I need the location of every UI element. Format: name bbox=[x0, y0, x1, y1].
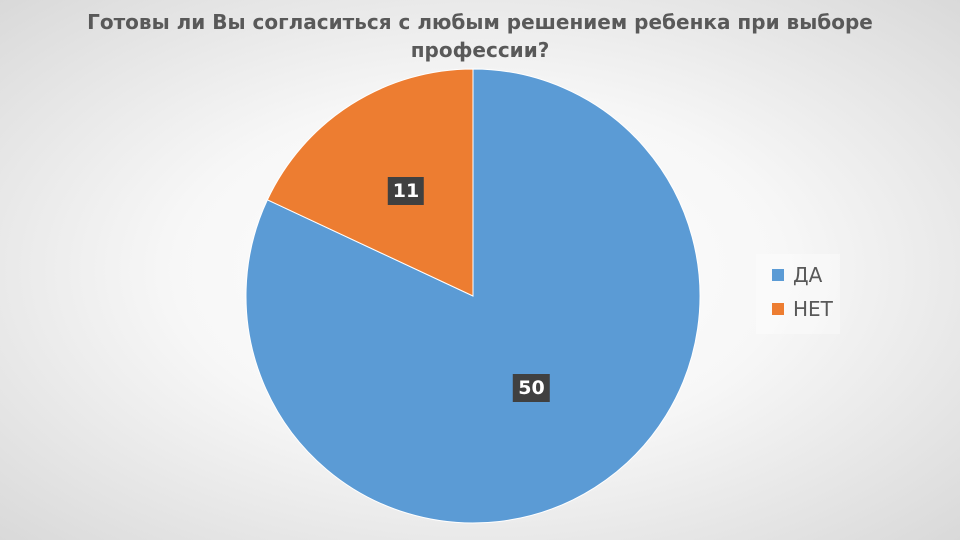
legend-label-net: НЕТ bbox=[793, 297, 833, 321]
pie-slice-net bbox=[266, 68, 474, 297]
chart-title: Готовы ли Вы согласиться с любым решение… bbox=[80, 8, 880, 64]
data-label-net: 11 bbox=[387, 176, 425, 205]
legend-swatch-da bbox=[772, 269, 784, 281]
legend-swatch-net bbox=[772, 303, 784, 315]
chart-title-line-1: Готовы ли Вы согласиться с любым решение… bbox=[87, 10, 873, 34]
data-label-da: 50 bbox=[513, 373, 550, 402]
chart-title-line-2: профессии? bbox=[410, 38, 550, 62]
pie-slice-da bbox=[245, 68, 701, 524]
legend-label-da: ДА bbox=[793, 263, 823, 287]
chart-legend: ДА НЕТ bbox=[756, 254, 840, 334]
legend-item-da: ДА bbox=[772, 263, 840, 287]
legend-item-net: НЕТ bbox=[772, 297, 840, 321]
